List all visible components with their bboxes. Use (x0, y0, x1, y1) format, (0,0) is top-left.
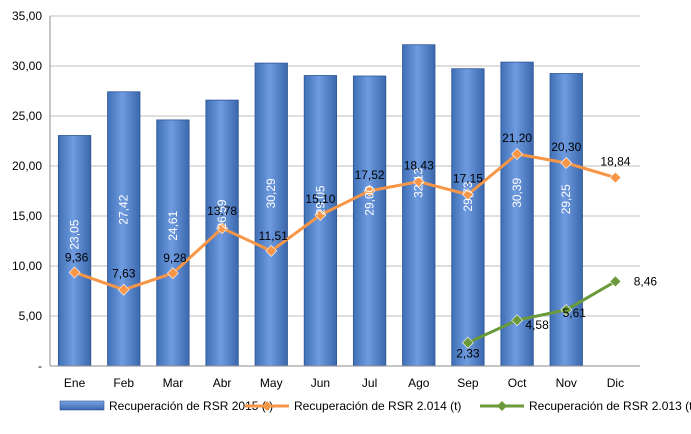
bar (107, 91, 141, 367)
bar-value-label: 27,42 (117, 194, 131, 224)
y-tick-label: - (38, 359, 42, 373)
legend-label: Recuperación de RSR 2015 (t) (109, 399, 273, 413)
x-tick-label: Mar (163, 376, 184, 390)
x-tick-label: Ene (64, 376, 86, 390)
x-tick-label: Feb (113, 376, 134, 390)
x-tick-label: Nov (556, 376, 577, 390)
series-2014-marker (68, 266, 81, 279)
x-tick-label: Ago (408, 376, 430, 390)
y-tick-label: 15,00 (12, 209, 42, 223)
bar-value-label: 23,05 (68, 219, 82, 249)
legend-label: Recuperación de RSR 2.013 (t) (529, 399, 691, 413)
series-2013-marker (461, 336, 474, 349)
bar-value-label: 30,29 (264, 178, 278, 208)
bar-value-label: 26,59 (215, 199, 229, 229)
legend: Recuperación de RSR 2015 (t) Recuperación… (59, 399, 691, 413)
series-2013-marker (609, 275, 622, 288)
x-tick-label: Dic (607, 376, 624, 390)
series-2013-value-label: 4,58 (525, 318, 549, 332)
series-2014-marker (314, 209, 327, 221)
series-2014-marker (216, 222, 229, 235)
bar-series-2015 (57, 44, 583, 367)
y-tick-label: 10,00 (12, 259, 42, 273)
y-tick-label: 5,00 (19, 309, 43, 323)
legend-swatch-bar (59, 400, 105, 411)
line-series (68, 148, 622, 349)
bar (402, 44, 436, 367)
x-tick-label: Jun (311, 376, 330, 390)
series-2014-value-label: 18,84 (600, 155, 630, 169)
y-tick-label: 25,00 (12, 109, 42, 123)
series-2014-marker (363, 184, 376, 197)
series-2014-marker (412, 175, 425, 188)
series-2014-value-label: 20,30 (551, 140, 581, 154)
series-2014-value-label: 15,10 (305, 192, 335, 206)
legend-label: Recuperación de RSR 2.014 (t) (294, 399, 461, 413)
bar-value-label: 29,05 (313, 185, 327, 215)
y-tick-label: 35,00 (12, 9, 42, 23)
gridlines (50, 15, 640, 317)
bar-value-label: 29,73 (461, 181, 475, 211)
series-2014-value-label: 13,78 (207, 204, 237, 218)
series-2013-value-label: 2,33 (456, 347, 480, 361)
bar-value-label: 24,61 (166, 210, 180, 240)
series-2014-value-label: 11,51 (259, 229, 288, 243)
bar (156, 119, 190, 367)
bar-value-label: 29,00 (363, 185, 377, 215)
data-labels: 23,05 27,42 24,61 26,59 30,29 29,05 29,00 32,13… (65, 131, 658, 361)
series-2014-marker (265, 244, 278, 257)
series-2014-marker (117, 283, 130, 296)
series-2013-value-label: 5,61 (563, 306, 587, 320)
series-2014-value-label: 17,52 (355, 168, 385, 182)
series-2013-value-label: 8,46 (634, 274, 658, 288)
bar (352, 75, 387, 367)
series-2014-marker (609, 171, 622, 184)
axes: - 5,00 10,00 15,00 20,00 25,00 30,00 35,00 Ene Fe… (12, 9, 640, 390)
bar-value-label: 32,13 (412, 168, 426, 198)
series-2014-value-label: 21,20 (502, 131, 532, 145)
bar (254, 62, 288, 367)
series-2014-value-label: 18,43 (404, 159, 434, 173)
y-tick-label: 30,00 (12, 59, 42, 73)
series-2014-marker (560, 157, 573, 169)
x-tick-label: Abr (213, 376, 232, 390)
series-2014-marker (166, 267, 179, 280)
series-2014-value-label: 7,63 (112, 267, 136, 281)
series-2014-marker (461, 188, 474, 201)
series-2013-marker (511, 314, 524, 327)
bar (549, 73, 583, 367)
x-tick-label: Oct (508, 376, 527, 390)
legend-swatch-marker (497, 401, 507, 411)
x-tick-label: Sep (457, 376, 479, 390)
series-2014-value-label: 9,36 (65, 250, 89, 264)
series-2014-value-label: 9,28 (163, 251, 187, 265)
series-2014-marker (511, 148, 524, 160)
series-2014-line (74, 152, 616, 292)
bar-value-label: 29,25 (559, 184, 573, 214)
x-tick-label: Jul (362, 376, 377, 390)
series-2014-value-label: 17,15 (453, 172, 483, 186)
bar (451, 68, 485, 367)
legend-swatch-marker (262, 401, 272, 411)
x-tick-label: May (260, 376, 283, 390)
series-2013-line (467, 280, 617, 345)
bar-value-label: 30,39 (510, 177, 524, 207)
series-2013-marker (560, 303, 573, 316)
y-tick-label: 20,00 (12, 159, 42, 173)
